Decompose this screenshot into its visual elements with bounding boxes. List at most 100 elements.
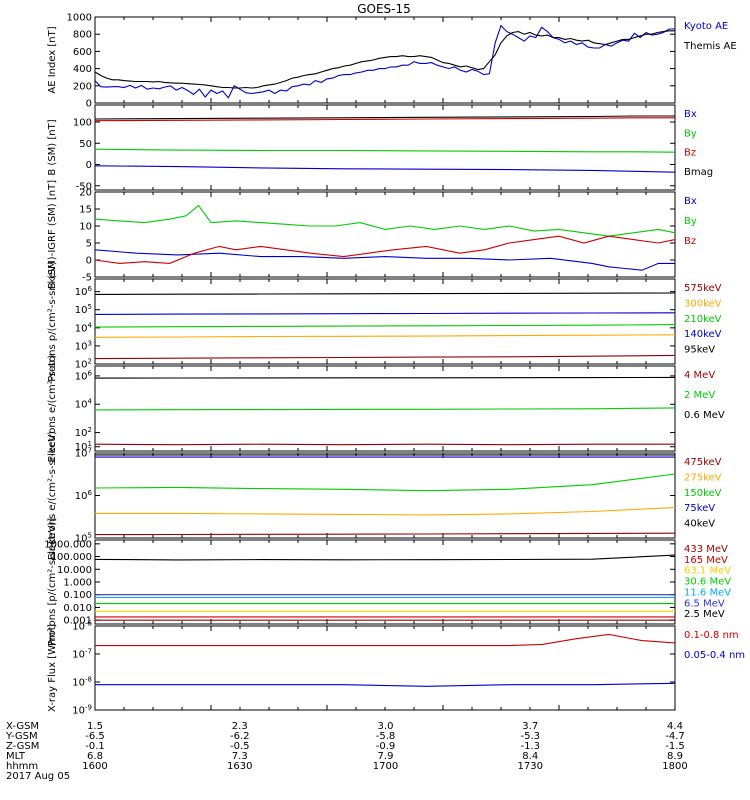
y-tick-label: 20 [79, 188, 92, 199]
panel-8: 10-810-710-610-9X-ray Flux [W/m²] 0.1-0.8… [47, 620, 745, 717]
y-tick-label: 10-8 [72, 676, 92, 689]
legend-75kev: 75keV [684, 503, 715, 514]
legend-by: By [684, 128, 697, 139]
tick-base: 10 [75, 305, 88, 316]
legend-210kev: 210keV [684, 314, 722, 325]
y-tick-label: 107 [75, 447, 92, 460]
tick-base: 10 [72, 622, 85, 633]
legend-475kev: 475keV [684, 457, 722, 468]
legend-30-6-mev: 30.6 MeV [684, 577, 731, 588]
series-line-300kev [94, 334, 676, 338]
tick-base: 10 [75, 341, 88, 352]
legend-0-05-0-4-nm: 0.05-0.4 nm [684, 650, 745, 661]
footer-mlt-1600: 6.8 [87, 751, 103, 762]
tick-exponent: 2 [88, 358, 92, 366]
legend-6-5-mev: 6.5 MeV [684, 598, 725, 609]
legend-bx: Bx [684, 196, 697, 207]
legend-bz: Bz [684, 236, 696, 247]
footer-mlt-1800: 8.9 [667, 751, 683, 762]
y-tick-label: 0.100 [63, 590, 92, 601]
footer-z_gsm-1800: -1.5 [665, 741, 685, 752]
footer-row-label-x-gsm: X-GSM [6, 721, 39, 732]
tick-exponent: 6 [88, 489, 93, 497]
y-tick-label: 104 [75, 321, 93, 334]
tick-exponent: 3 [88, 339, 92, 347]
legend-4-mev: 4 MeV [684, 370, 715, 381]
series-line-bx [94, 249, 675, 271]
series-line-bmag [94, 115, 675, 120]
legend-kyoto-ae: Kyoto AE [684, 21, 728, 32]
footer-hhmm-1600: 1600 [82, 761, 107, 772]
tick-exponent: 6 [88, 369, 93, 377]
legend-95kev: 95keV [684, 345, 715, 356]
tick-base: 10 [75, 534, 88, 545]
footer-x_gsm-1700: 3.0 [378, 721, 394, 732]
legend-140kev: 140keV [684, 329, 722, 340]
footer-row-label-z-gsm: Z-GSM [6, 741, 39, 752]
y-axis-label: AE Index [nT] [47, 26, 58, 93]
series-line-150kev [94, 473, 676, 492]
legend-300kev: 300keV [684, 298, 722, 309]
y-tick-label: 106 [75, 489, 93, 502]
tick-exponent: 2 [88, 426, 92, 434]
series-line-bz [94, 117, 675, 122]
y-axis-label: B (SM)-IGRF (SM) [nT] [47, 180, 58, 289]
series-line-2-5-mev [94, 554, 676, 561]
y-axis-label: Protons [p/(cm²-s-sr-keV)] [47, 518, 58, 646]
series-line-575kev [94, 354, 676, 360]
footer-x_gsm-1730: 3.7 [522, 721, 538, 732]
y-tick-label: 15 [79, 205, 92, 216]
tick-exponent: 5 [88, 532, 92, 540]
footer-y_gsm-1800: -4.7 [665, 731, 685, 742]
footer-y_gsm-1600: -6.5 [85, 731, 105, 742]
tick-exponent: -8 [85, 676, 92, 684]
series-line-0-05-0-4-nm [95, 682, 676, 687]
legend-575kev: 575keV [684, 283, 722, 294]
y-tick-label: 5 [86, 239, 92, 250]
tick-exponent: 4 [88, 398, 93, 406]
tick-exponent: 6 [88, 285, 93, 293]
tick-base: 10 [75, 323, 88, 334]
series-line-bx [94, 165, 676, 173]
y-tick-label: 10-6 [72, 620, 92, 633]
y-axis-label: Protons p/(cm²-s-sr-keV) [47, 261, 58, 382]
series-line-by [94, 148, 676, 153]
y-tick-label: 10-7 [72, 648, 92, 661]
y-tick-label: 1000.000 [44, 539, 92, 550]
footer-y_gsm-1630: -6.2 [230, 731, 250, 742]
tick-exponent: -6 [85, 620, 93, 628]
tick-exponent: 1 [88, 440, 92, 448]
y-tick-label: 600 [73, 47, 92, 58]
panel-frame [94, 452, 676, 539]
legend-40kev: 40keV [684, 519, 715, 530]
footer-row-label-2017-aug-05: 2017 Aug 05 [6, 771, 70, 782]
footer-y_gsm-1730: -5.3 [520, 731, 540, 742]
series-line-by [94, 204, 676, 237]
legend-275kev: 275keV [684, 472, 722, 483]
tick-base: 10 [72, 706, 85, 717]
y-tick-label: 104 [75, 398, 93, 411]
series-line-0-1-0-8-nm [95, 633, 676, 647]
y-tick-label: 102 [75, 426, 92, 439]
y-tick-label: 0 [86, 160, 92, 171]
legend-themis-ae: Themis AE [683, 41, 737, 52]
tick-base: 10 [75, 287, 88, 298]
tick-base: 10 [75, 428, 88, 439]
footer-mlt-1630: 7.3 [232, 751, 248, 762]
series-line-2-mev [94, 407, 676, 411]
y-tick-label: 0.001 [63, 616, 92, 627]
series-line-0-6-mev [94, 376, 676, 379]
footer-row-label-y-gsm: Y-GSM [5, 731, 38, 742]
y-tick-label: 0.010 [63, 603, 92, 614]
footer-y_gsm-1700: -5.8 [376, 731, 396, 742]
panel-3: 20 15 10 5 0 -5 B (SM)-IGRF (SM) [nT] Bx By Bz [47, 180, 697, 289]
y-tick-label: 10 [79, 222, 92, 233]
y-axis-label: B (SM) [nT] [47, 119, 58, 175]
series-line-bz [94, 235, 676, 264]
tick-base: 10 [75, 400, 88, 411]
tick-base: 10 [75, 360, 88, 371]
legend-bmag: Bmag [684, 167, 713, 178]
